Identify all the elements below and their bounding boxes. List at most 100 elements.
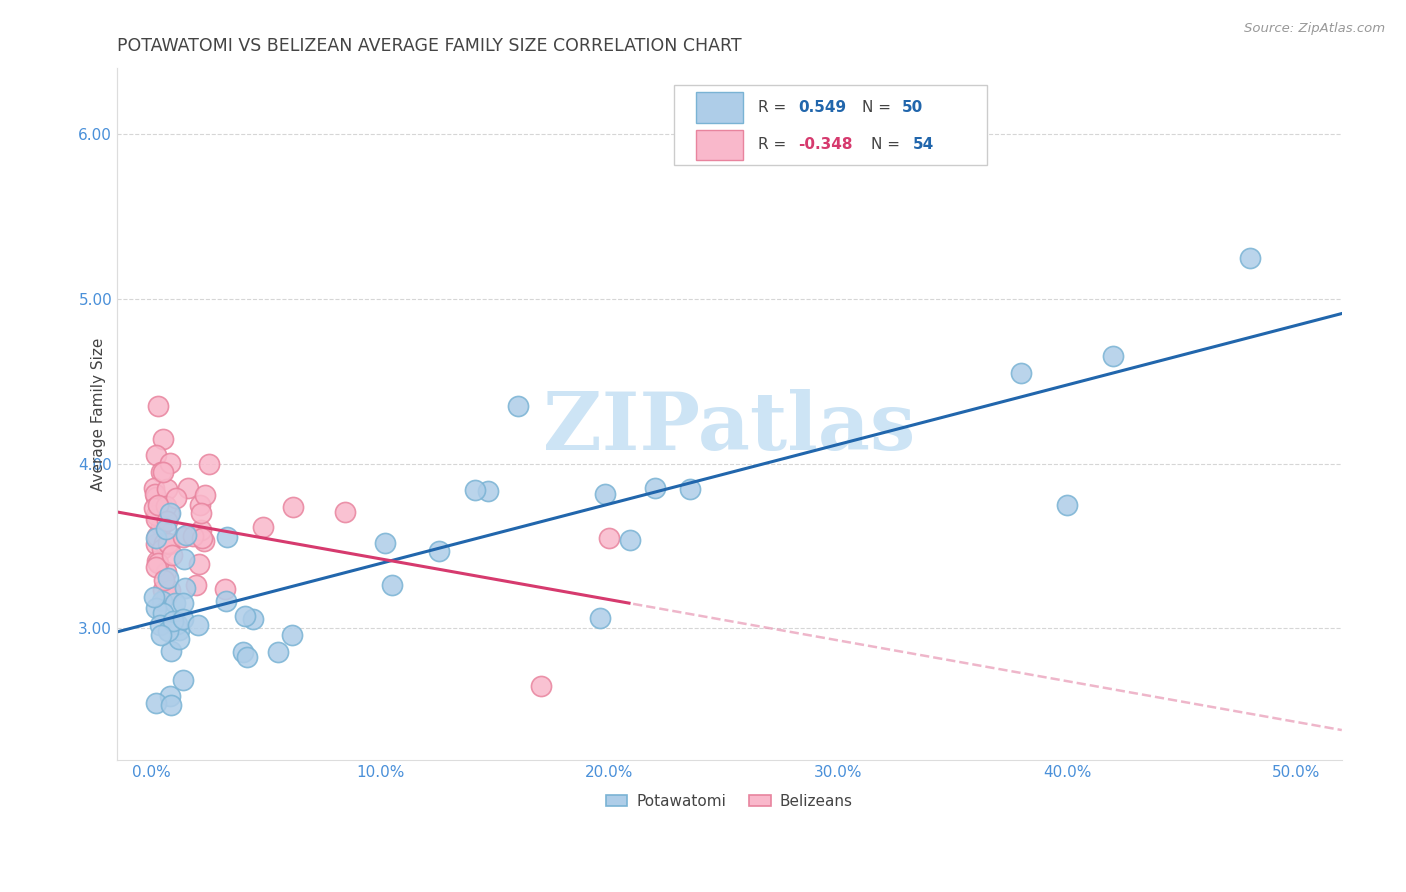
Point: [427, 544, 450, 558]
Y-axis label: Average Family Size: Average Family Size: [91, 337, 105, 491]
Point: [149, 617, 172, 632]
Point: [194, 488, 217, 502]
Point: [152, 503, 174, 517]
Point: [173, 552, 195, 566]
Point: [174, 528, 197, 542]
Point: [172, 612, 194, 626]
Point: [172, 673, 194, 688]
Point: [381, 578, 404, 592]
Point: [280, 628, 302, 642]
Point: [146, 556, 169, 570]
Point: [679, 482, 702, 496]
Point: [190, 506, 212, 520]
Point: [477, 483, 499, 498]
Point: [529, 679, 551, 693]
Point: [157, 507, 180, 521]
Point: [145, 490, 167, 504]
Text: ZIPatlas: ZIPatlas: [543, 389, 915, 467]
Text: 50: 50: [903, 100, 924, 115]
Point: [184, 578, 207, 592]
Point: [174, 581, 197, 595]
Point: [156, 536, 179, 550]
Point: [160, 644, 183, 658]
Point: [266, 645, 288, 659]
Point: [167, 624, 190, 638]
Point: [187, 557, 209, 571]
Point: [1239, 251, 1261, 265]
Point: [172, 596, 194, 610]
Point: [283, 500, 305, 514]
Point: [159, 506, 181, 520]
Point: [236, 649, 259, 664]
Point: [150, 593, 173, 607]
Point: [145, 696, 167, 710]
Text: -0.348: -0.348: [799, 137, 852, 153]
Point: [159, 689, 181, 703]
Point: [252, 519, 274, 533]
Point: [374, 535, 396, 549]
Point: [156, 571, 179, 585]
Point: [589, 611, 612, 625]
Text: Source: ZipAtlas.com: Source: ZipAtlas.com: [1244, 22, 1385, 36]
Point: [166, 616, 188, 631]
Point: [150, 542, 173, 557]
Point: [143, 590, 166, 604]
Text: POTAWATOMI VS BELIZEAN AVERAGE FAMILY SIZE CORRELATION CHART: POTAWATOMI VS BELIZEAN AVERAGE FAMILY SI…: [117, 37, 741, 55]
Point: [152, 432, 174, 446]
Legend: Potawatomi, Belizeans: Potawatomi, Belizeans: [600, 788, 859, 815]
Point: [146, 528, 169, 542]
Point: [619, 533, 641, 547]
Point: [160, 698, 183, 712]
Point: [156, 588, 179, 602]
Point: [152, 582, 174, 597]
Point: [165, 491, 187, 506]
Point: [156, 514, 179, 528]
Point: [169, 632, 191, 647]
Text: N =: N =: [872, 137, 905, 153]
Point: [506, 399, 529, 413]
Point: [593, 487, 616, 501]
Point: [155, 522, 177, 536]
Point: [233, 608, 256, 623]
Point: [1056, 498, 1078, 512]
Point: [159, 456, 181, 470]
Point: [197, 457, 219, 471]
Point: [150, 518, 173, 533]
Point: [145, 508, 167, 522]
Point: [177, 481, 200, 495]
Point: [157, 537, 180, 551]
Point: [165, 596, 187, 610]
Point: [157, 624, 180, 639]
Point: [214, 582, 236, 596]
Text: R =: R =: [758, 137, 790, 153]
Point: [181, 529, 204, 543]
Point: [242, 612, 264, 626]
Point: [145, 512, 167, 526]
Point: [1102, 350, 1125, 364]
Point: [143, 486, 166, 500]
Point: [172, 530, 194, 544]
Point: [150, 628, 173, 642]
Point: [148, 399, 170, 413]
Bar: [696, 130, 742, 161]
Point: [150, 499, 173, 513]
Point: [156, 482, 179, 496]
Point: [215, 530, 238, 544]
Point: [145, 531, 167, 545]
Point: [333, 506, 356, 520]
Point: [214, 594, 236, 608]
Point: [155, 499, 177, 513]
Point: [160, 548, 183, 562]
Text: R =: R =: [758, 100, 790, 115]
Point: [193, 533, 215, 548]
Point: [188, 498, 211, 512]
Point: [190, 531, 212, 545]
Text: 54: 54: [912, 137, 935, 153]
Point: [153, 535, 176, 549]
Point: [149, 465, 172, 479]
Point: [598, 531, 620, 545]
Point: [152, 607, 174, 621]
Point: [145, 601, 167, 615]
FancyBboxPatch shape: [675, 86, 987, 165]
Point: [644, 481, 666, 495]
